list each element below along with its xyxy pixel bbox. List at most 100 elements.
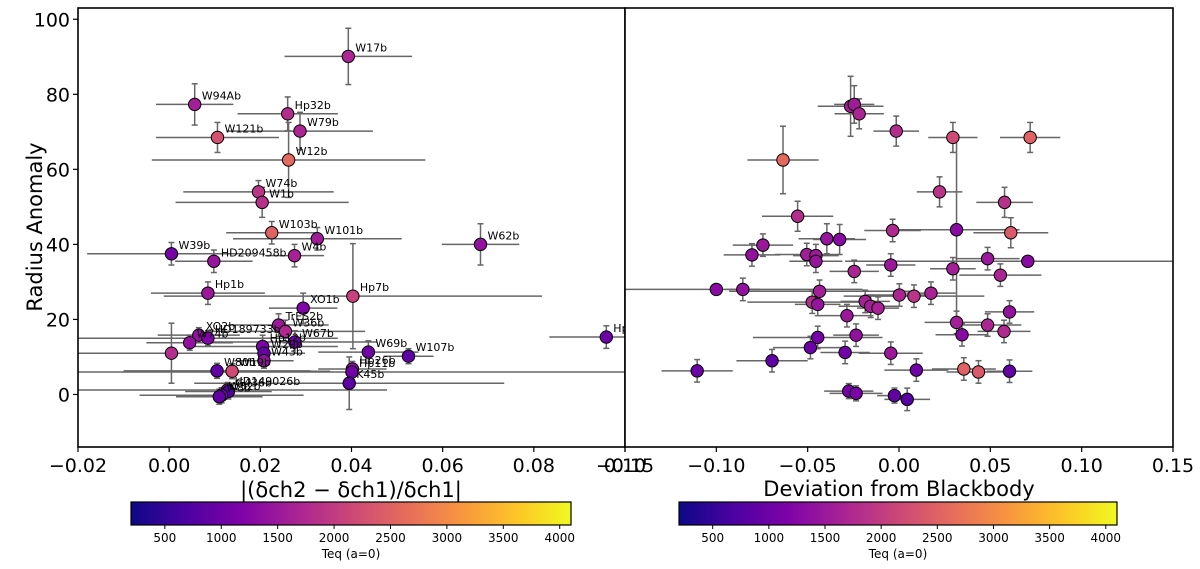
data-point xyxy=(853,108,865,120)
point-label: W69b xyxy=(375,337,407,350)
data-point xyxy=(839,346,851,358)
data-point xyxy=(1022,255,1034,267)
right-x-ticks: −0.15 −0.10 −0.05 0.00 0.05 0.10 0.15 xyxy=(596,447,1194,477)
data-point xyxy=(972,366,984,378)
x-tick-label: 0.06 xyxy=(422,455,464,477)
y-tick-label: 60 xyxy=(46,159,70,181)
data-point xyxy=(294,125,306,137)
data-point xyxy=(813,285,825,297)
colorbar-tick-label: 4000 xyxy=(544,531,575,545)
point-label: W67b xyxy=(302,327,334,340)
point-label: W74b xyxy=(197,328,229,341)
data-point xyxy=(812,298,824,310)
data-point xyxy=(885,347,897,359)
data-point xyxy=(165,347,177,359)
data-point xyxy=(947,263,959,275)
data-point xyxy=(402,350,414,362)
point-label: W43b xyxy=(271,346,303,359)
y-tick-label: 0 xyxy=(58,384,70,406)
data-point xyxy=(266,227,278,239)
left-x-axis-label: |(δch2 − δch1)/δch1| xyxy=(240,478,462,503)
left-colorbar: 500 1000 1500 2000 2500 3000 3500 4000 Teq (a=0… xyxy=(131,502,575,561)
point-label: Hp1b xyxy=(215,278,244,291)
data-point xyxy=(888,389,900,401)
data-point xyxy=(474,238,486,250)
colorbar-tick-label: 3500 xyxy=(488,531,519,545)
data-point xyxy=(908,290,920,302)
data-point xyxy=(933,186,945,198)
x-tick-label: −0.05 xyxy=(779,455,837,477)
data-point xyxy=(1003,306,1015,318)
data-point xyxy=(766,355,778,367)
data-point xyxy=(885,259,897,271)
data-point xyxy=(998,325,1010,337)
data-point xyxy=(343,377,355,389)
colorbar-tick-label: 4000 xyxy=(1090,531,1121,545)
data-point xyxy=(850,387,862,399)
x-tick-label: 0.02 xyxy=(239,455,281,477)
point-label: W94Ab xyxy=(202,89,241,102)
left-colorbar-ticks: 500 1000 1500 2000 2500 3000 3500 4000 xyxy=(153,525,575,545)
point-label: W103b xyxy=(279,218,318,231)
data-point xyxy=(872,302,884,314)
right-colorbar-gradient xyxy=(679,502,1117,525)
data-point xyxy=(281,108,293,120)
left-x-ticks: −0.02 0.00 0.02 0.04 0.06 0.08 0.10 xyxy=(49,447,646,477)
data-point xyxy=(183,336,195,348)
data-point xyxy=(208,255,220,267)
data-point xyxy=(288,249,300,261)
data-point xyxy=(910,364,922,376)
point-label: W39b xyxy=(178,239,210,252)
data-point xyxy=(981,252,993,264)
x-tick-label: 0.08 xyxy=(513,455,555,477)
point-label: W121b xyxy=(224,122,263,135)
colorbar-tick-label: 1500 xyxy=(810,531,841,545)
colorbar-tick-label: 3000 xyxy=(432,531,463,545)
data-point xyxy=(202,287,214,299)
point-label: W8b xyxy=(226,382,251,395)
point-label: XO1b xyxy=(310,293,339,306)
x-tick-label: −0.02 xyxy=(49,455,107,477)
data-point xyxy=(848,265,860,277)
right-plot-area xyxy=(625,8,1173,447)
data-point xyxy=(165,248,177,260)
colorbar-tick-label: 1000 xyxy=(754,531,785,545)
data-point xyxy=(804,341,816,353)
data-point xyxy=(833,233,845,245)
point-label: W1b xyxy=(269,187,294,200)
data-point xyxy=(821,233,833,245)
data-point xyxy=(886,224,898,236)
colorbar-tick-label: 2000 xyxy=(319,531,350,545)
data-point xyxy=(777,154,789,166)
colorbar-tick-label: 500 xyxy=(701,531,724,545)
data-point xyxy=(998,196,1010,208)
left-colorbar-label: Teq (a=0) xyxy=(321,547,381,561)
point-label: W17b xyxy=(355,41,387,54)
data-point xyxy=(958,363,970,375)
x-tick-label: 0.00 xyxy=(878,455,920,477)
data-point xyxy=(256,196,268,208)
point-label: W19b xyxy=(239,356,271,369)
data-point xyxy=(947,131,959,143)
data-point xyxy=(710,283,722,295)
data-point xyxy=(841,309,853,321)
x-tick-label: −0.10 xyxy=(687,455,745,477)
data-point xyxy=(950,316,962,328)
data-point xyxy=(342,50,354,62)
colorbar-tick-label: 500 xyxy=(153,531,176,545)
data-point xyxy=(691,365,703,377)
data-point xyxy=(994,269,1006,281)
x-tick-label: 0.04 xyxy=(330,455,372,477)
data-point xyxy=(600,331,612,343)
data-point xyxy=(901,393,913,405)
data-point xyxy=(213,391,225,403)
data-point xyxy=(850,329,862,341)
point-label: HD209458b xyxy=(221,246,287,259)
data-point xyxy=(282,154,294,166)
x-tick-label: 0.10 xyxy=(1061,455,1103,477)
right-colorbar-ticks: 500 1000 1500 2000 2500 3000 3500 4000 xyxy=(701,525,1121,545)
x-tick-label: 0.15 xyxy=(1152,455,1194,477)
left-colorbar-gradient xyxy=(131,502,571,525)
colorbar-tick-label: 2500 xyxy=(922,531,953,545)
